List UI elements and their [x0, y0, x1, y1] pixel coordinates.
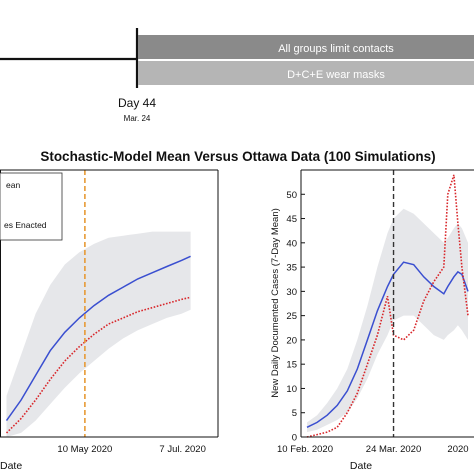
right-y-tick-label: 30: [286, 287, 297, 298]
left-x-tick-label: 10 May 2020: [57, 444, 112, 455]
timeline-bar-bottom-label: D+C+E wear masks: [287, 69, 385, 81]
right-model-mean-line: [306, 261, 469, 428]
right-y-tick-label: 20: [286, 335, 297, 346]
right-y-axis-label: New Daily Documented Cases (7-Day Mean): [270, 208, 281, 398]
left-legend-entry-mean: ean: [6, 180, 20, 190]
timeline: All groups limit contacts D+C+E wear mas…: [0, 28, 474, 123]
right-y-tick-label: 35: [286, 263, 297, 274]
right-y-tick-label: 50: [286, 190, 297, 201]
left-legend-entry-enacted: es Enacted: [4, 220, 47, 230]
right-y-tick-label: 15: [286, 360, 297, 371]
left-legend: ean es Enacted: [0, 172, 63, 241]
right-y-tick-label: 40: [286, 238, 297, 249]
left-chart-panel: ean es Enacted 10 May 2020 7 Jul. 2020 D…: [0, 169, 219, 472]
right-x-tick-label: 10 Feb. 2020: [277, 444, 333, 455]
right-y-tick-label: 0: [292, 433, 297, 444]
right-y-tick-label: 45: [286, 214, 297, 225]
left-x-axis-label: Date: [0, 460, 22, 472]
left-legend-box: [0, 172, 63, 241]
left-data-line: [5, 296, 191, 434]
right-x-tick-label: 2020: [447, 444, 468, 455]
left-model-mean-line: [5, 255, 191, 422]
timeline-bar-bottom: [138, 61, 474, 85]
right-y-tick-label: 5: [292, 408, 297, 419]
right-y-tick-label: 10: [286, 384, 297, 395]
timeline-marker-sublabel: Mar. 24: [124, 114, 151, 123]
timeline-bar-top-label: All groups limit contacts: [278, 43, 394, 55]
right-x-axis-label: Date: [350, 460, 372, 472]
left-confidence-band: [6, 231, 191, 437]
timeline-bar-top: [138, 35, 474, 59]
right-y-ticks: 0 5 10 15 20 25 30 35 40 45 50: [286, 190, 305, 444]
timeline-marker-label: Day 44: [118, 96, 156, 110]
right-chart-panel: 0 5 10 15 20 25 30 35 40 45 50 10 Feb. 2020 24 Mar…: [270, 169, 474, 472]
right-data-line: [306, 174, 469, 438]
left-x-tick-label: 7 Jul. 2020: [159, 444, 205, 455]
right-confidence-band: [307, 208, 468, 433]
right-y-tick-label: 25: [286, 311, 297, 322]
figure-title: Stochastic-Model Mean Versus Ottawa Data…: [40, 149, 435, 164]
right-x-tick-label: 24 Mar. 2020: [366, 444, 421, 455]
